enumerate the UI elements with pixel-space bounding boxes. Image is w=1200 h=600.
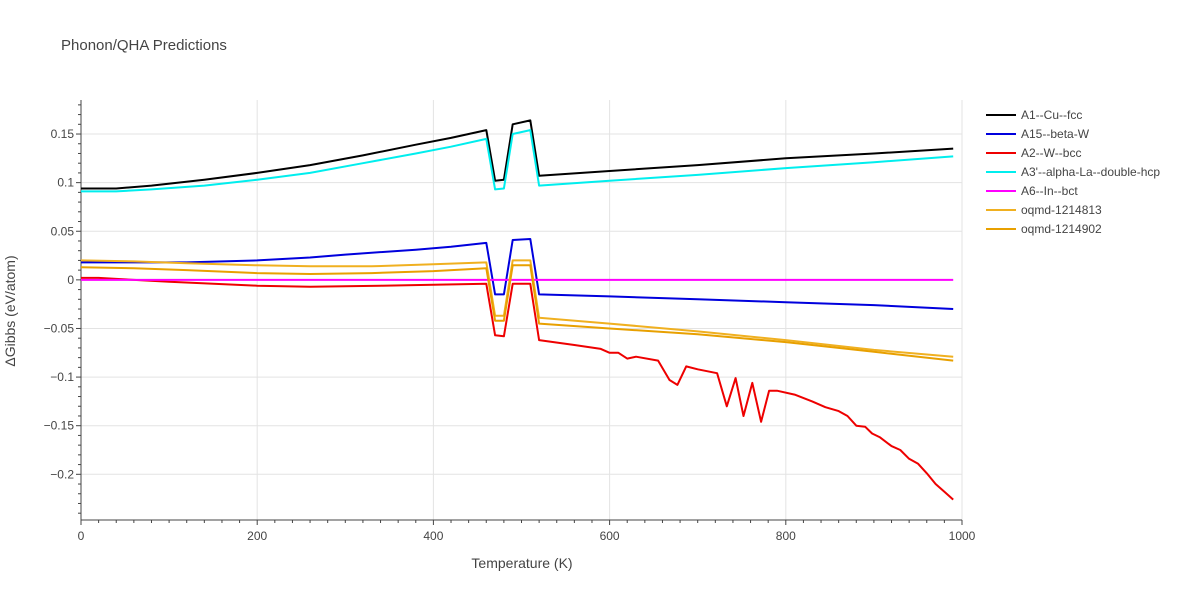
y-tick-label: 0.05 [51, 224, 75, 238]
grid [81, 100, 963, 520]
y-tick-label: −0.15 [44, 419, 75, 433]
series-lines [80, 119, 954, 501]
y-tick-label: −0.1 [50, 370, 74, 384]
y-tick-label: −0.05 [44, 321, 75, 335]
y-tick-label: 0 [67, 273, 74, 287]
y-tick-label: 0.15 [51, 127, 75, 141]
x-tick-label: 400 [423, 529, 443, 543]
series-line-1 [81, 238, 954, 310]
legend-label: oqmd-1214813 [1021, 203, 1102, 217]
y-axis-title: ΔGibbs (eV/atom) [2, 255, 18, 366]
x-tick-label: 1000 [949, 529, 976, 543]
series-line-5 [80, 259, 954, 358]
legend-item-6[interactable]: oqmd-1214902 [986, 222, 1102, 236]
legend-label: A1--Cu--fcc [1021, 108, 1082, 122]
series-line-3 [81, 129, 954, 193]
legend-label: oqmd-1214902 [1021, 222, 1102, 236]
axes [76, 100, 963, 525]
y-tick-label: 0.1 [57, 176, 74, 190]
series-line-2 [81, 276, 954, 501]
x-axis-title: Temperature (K) [471, 555, 572, 571]
legend-item-0[interactable]: A1--Cu--fcc [986, 108, 1082, 122]
series-line-6 [80, 264, 954, 362]
legend-item-5[interactable]: oqmd-1214813 [986, 203, 1102, 217]
legend-label: A6--In--bct [1021, 184, 1078, 198]
legend-item-2[interactable]: A2--W--bcc [986, 146, 1081, 160]
legend[interactable]: A1--Cu--fcc A15--beta-W A2--W--bcc A3'--alp… [986, 108, 1160, 236]
x-tick-label: 0 [78, 529, 85, 543]
legend-label: A2--W--bcc [1021, 146, 1081, 160]
series-line-0 [81, 119, 954, 190]
x-tick-label: 600 [600, 529, 620, 543]
x-tick-label: 800 [776, 529, 796, 543]
y-ticks: −0.2 −0.15 −0.1 −0.05 0 0.05 0.1 0.15 [44, 127, 75, 481]
legend-item-1[interactable]: A15--beta-W [986, 127, 1090, 141]
chart-title: Phonon/QHA Predictions [61, 37, 227, 54]
legend-item-4[interactable]: A6--In--bct [986, 184, 1078, 198]
x-ticks: 0 200 400 600 800 1000 [78, 529, 976, 543]
legend-label: A15--beta-W [1021, 127, 1090, 141]
y-tick-label: −0.2 [50, 467, 74, 481]
x-tick-label: 200 [247, 529, 267, 543]
legend-label: A3'--alpha-La--double-hcp [1021, 165, 1160, 179]
legend-item-3[interactable]: A3'--alpha-La--double-hcp [986, 165, 1160, 179]
